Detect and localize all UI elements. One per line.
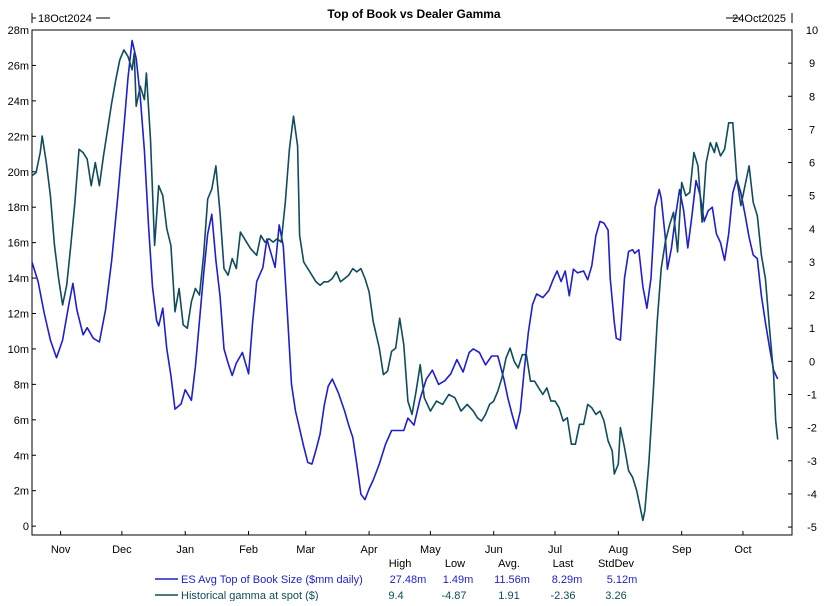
- right-tick-label: 4: [809, 224, 815, 236]
- x-tick-label: Feb: [239, 544, 258, 556]
- stats-top-of-book-avg: 11.56m: [494, 574, 530, 586]
- stats-header-avg: Avg.: [498, 558, 520, 570]
- legend-label-top-of-book: ES Avg Top of Book Size ($mm daily): [181, 574, 363, 586]
- right-tick-label: 6: [809, 158, 815, 170]
- right-tick-label: -3: [807, 456, 817, 468]
- right-axis: -5 -4 -3 -2 -1 0 1 2 3 4 5 6 7 8 9 10: [788, 25, 818, 534]
- x-tick-label: Nov: [51, 544, 71, 556]
- left-tick-label: 18m: [8, 202, 29, 214]
- legend-label-gamma: Historical gamma at spot ($): [181, 590, 319, 601]
- series-line-top-of-book: [31, 39, 779, 501]
- x-tick-label: Jan: [176, 544, 194, 556]
- right-tick-label: 2: [809, 290, 815, 302]
- series-group: [31, 39, 779, 522]
- stats-gamma-last: -2.36: [550, 590, 575, 601]
- stats-top-of-book-stddev: 5.12m: [607, 574, 638, 586]
- x-tick-label: May: [420, 544, 441, 556]
- stats-gamma-low: -4.87: [441, 590, 466, 601]
- right-tick-label: 3: [809, 257, 815, 269]
- x-tick-label: Oct: [734, 544, 751, 556]
- x-tick-label: Jun: [485, 544, 503, 556]
- end-date-label: 24Oct2025: [732, 13, 786, 25]
- stats-top-of-book-low: 1.49m: [443, 574, 474, 586]
- left-tick-label: 28m: [8, 25, 29, 37]
- x-tick-label: Mar: [296, 544, 315, 556]
- left-tick-label: 0: [23, 521, 29, 533]
- right-tick-label: 0: [809, 356, 815, 368]
- x-tick-label: Jul: [548, 544, 562, 556]
- stats-gamma-avg: 1.91: [498, 590, 519, 601]
- left-tick-label: 14m: [8, 273, 29, 285]
- right-tick-label: 10: [806, 25, 818, 37]
- left-tick-label: 4m: [14, 450, 29, 462]
- left-tick-label: 24m: [8, 96, 29, 108]
- left-tick-label: 16m: [8, 238, 29, 250]
- plot-frame: [31, 29, 793, 536]
- stats-gamma-stddev: 3.26: [605, 590, 626, 601]
- x-tick-label: Apr: [361, 544, 378, 556]
- left-tick-label: 12m: [8, 309, 29, 321]
- right-tick-label: 5: [809, 191, 815, 203]
- right-tick-label: 9: [809, 58, 815, 70]
- left-tick-label: 20m: [8, 167, 29, 179]
- x-tick-label: Dec: [112, 544, 132, 556]
- start-date-label: 18Oct2024: [38, 13, 92, 25]
- chart-title: Top of Book vs Dealer Gamma: [327, 7, 500, 21]
- x-tick-label: Sep: [672, 544, 692, 556]
- right-tick-label: -1: [807, 390, 817, 402]
- left-tick-label: 8m: [14, 379, 29, 391]
- left-tick-label: 2m: [14, 486, 29, 498]
- stats-header-low: Low: [445, 558, 465, 570]
- right-tick-label: 7: [809, 124, 815, 136]
- right-tick-label: -5: [807, 522, 817, 534]
- series-line-gamma: [31, 49, 779, 522]
- stats-top-of-book-last: 8.29m: [552, 574, 583, 586]
- stats-header-stddev: StdDev: [598, 558, 635, 570]
- right-tick-label: 1: [809, 323, 815, 335]
- stats-gamma-high: 9.4: [388, 590, 403, 601]
- left-tick-label: 6m: [14, 415, 29, 427]
- left-axis: 0 2m 4m 6m 8m 10m 12m 14m 16m 18m 20m 22m 24m 26m 28m: [8, 25, 36, 533]
- stats-header-last: Last: [553, 558, 574, 570]
- x-tick-label: Aug: [609, 544, 629, 556]
- stats-top-of-book-high: 27.48m: [390, 574, 427, 586]
- left-tick-label: 10m: [8, 344, 29, 356]
- stats-table: High Low Avg. Last StdDev ES Avg Top of …: [155, 558, 638, 602]
- left-tick-label: 22m: [8, 131, 29, 143]
- right-tick-label: -4: [807, 489, 817, 501]
- x-axis: Nov Dec Jan Feb Mar Apr May Jun Jul Aug Sep Oct: [51, 531, 752, 556]
- right-tick-label: -2: [807, 423, 817, 435]
- left-tick-label: 26m: [8, 60, 29, 72]
- stats-header-high: High: [389, 558, 412, 570]
- right-tick-label: 8: [809, 91, 815, 103]
